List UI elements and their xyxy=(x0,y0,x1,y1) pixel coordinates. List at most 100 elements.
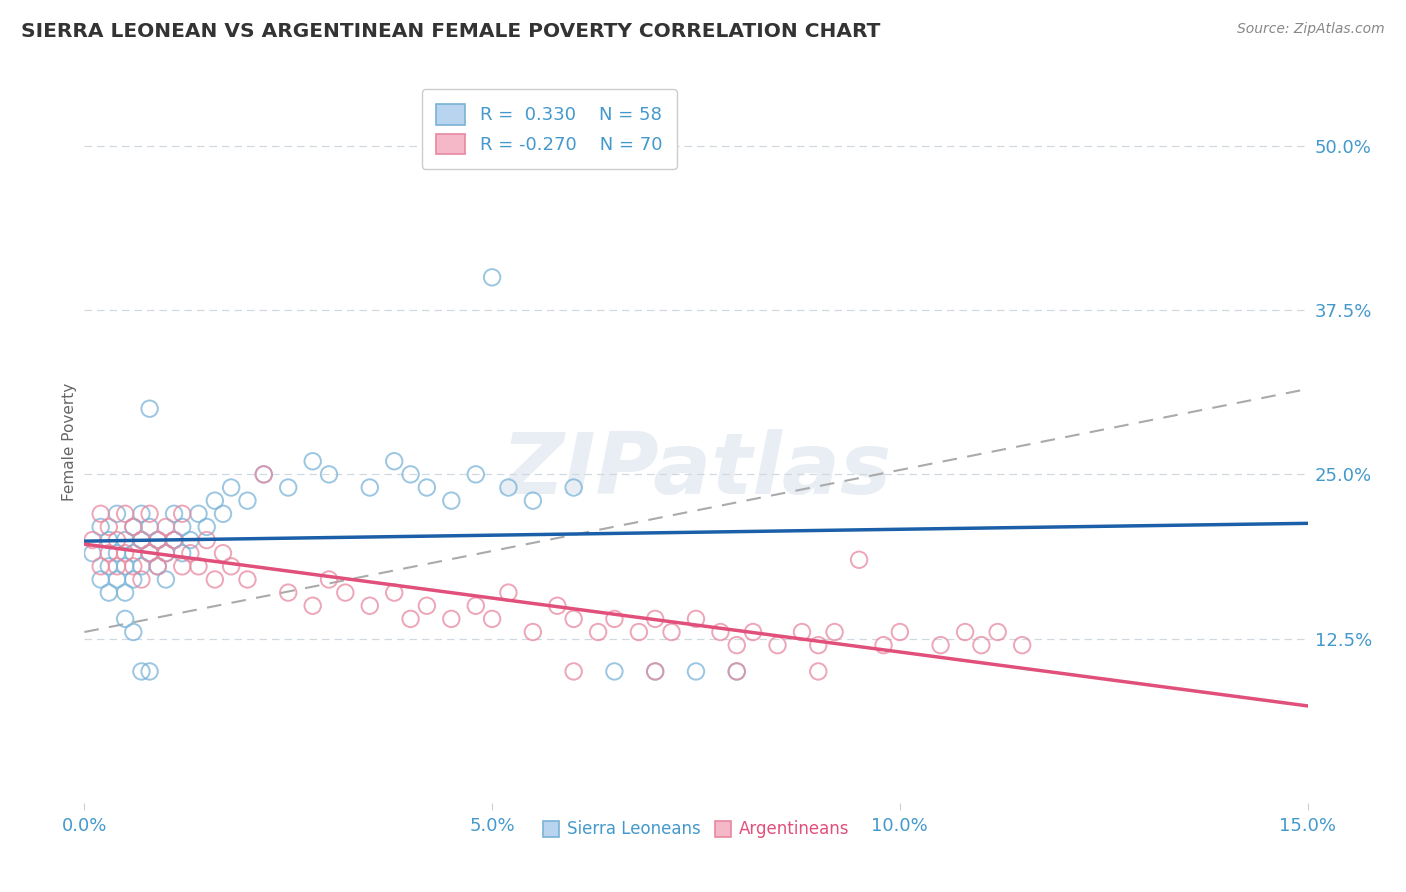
Point xyxy=(114,612,136,626)
Point xyxy=(824,625,846,640)
Point xyxy=(661,625,683,640)
Point xyxy=(131,665,153,679)
Point xyxy=(498,585,520,599)
Point xyxy=(163,533,186,547)
Point xyxy=(122,546,145,560)
Point xyxy=(105,573,128,587)
Point xyxy=(627,625,650,640)
Point xyxy=(742,625,765,640)
Point xyxy=(114,546,136,560)
Point xyxy=(464,599,486,613)
Point xyxy=(481,612,503,626)
Point xyxy=(146,559,169,574)
Point xyxy=(399,612,422,626)
Point xyxy=(464,467,486,482)
Point xyxy=(90,573,112,587)
Point xyxy=(685,665,707,679)
Point xyxy=(277,585,299,599)
Point xyxy=(301,599,323,613)
Point xyxy=(382,454,405,468)
Point xyxy=(131,533,153,547)
Point xyxy=(114,559,136,574)
Point xyxy=(987,625,1010,640)
Point xyxy=(359,599,381,613)
Point xyxy=(138,520,160,534)
Point xyxy=(644,665,666,679)
Point xyxy=(848,553,870,567)
Point xyxy=(122,520,145,534)
Point xyxy=(122,559,145,574)
Point xyxy=(90,559,112,574)
Point xyxy=(90,520,112,534)
Point xyxy=(146,559,169,574)
Point xyxy=(138,507,160,521)
Point xyxy=(644,612,666,626)
Point xyxy=(97,546,120,560)
Text: SIERRA LEONEAN VS ARGENTINEAN FEMALE POVERTY CORRELATION CHART: SIERRA LEONEAN VS ARGENTINEAN FEMALE POV… xyxy=(21,22,880,41)
Point xyxy=(155,573,177,587)
Point xyxy=(212,507,235,521)
Point xyxy=(114,507,136,521)
Point xyxy=(416,481,439,495)
Point xyxy=(481,270,503,285)
Point xyxy=(522,625,544,640)
Point xyxy=(155,546,177,560)
Point xyxy=(155,520,177,534)
Point xyxy=(318,573,340,587)
Point xyxy=(179,533,201,547)
Point xyxy=(498,481,520,495)
Point xyxy=(219,481,242,495)
Point xyxy=(163,507,186,521)
Point xyxy=(105,507,128,521)
Point xyxy=(1011,638,1033,652)
Point xyxy=(725,665,748,679)
Point xyxy=(163,533,186,547)
Point xyxy=(440,612,463,626)
Point xyxy=(212,546,235,560)
Point xyxy=(644,665,666,679)
Point xyxy=(603,612,626,626)
Point xyxy=(586,625,609,640)
Point xyxy=(204,573,226,587)
Point xyxy=(138,401,160,416)
Point xyxy=(318,467,340,482)
Legend: Sierra Leoneans, Argentineans: Sierra Leoneans, Argentineans xyxy=(536,814,856,845)
Point xyxy=(562,612,585,626)
Point xyxy=(90,507,112,521)
Point xyxy=(204,493,226,508)
Point xyxy=(105,533,128,547)
Point xyxy=(187,507,209,521)
Point xyxy=(236,493,259,508)
Point xyxy=(105,559,128,574)
Point xyxy=(114,533,136,547)
Point xyxy=(122,573,145,587)
Point xyxy=(562,481,585,495)
Point xyxy=(195,533,218,547)
Point xyxy=(219,559,242,574)
Point xyxy=(253,467,276,482)
Point xyxy=(522,493,544,508)
Point xyxy=(187,559,209,574)
Point xyxy=(953,625,976,640)
Point xyxy=(97,533,120,547)
Point xyxy=(766,638,789,652)
Point xyxy=(277,481,299,495)
Point xyxy=(97,559,120,574)
Y-axis label: Female Poverty: Female Poverty xyxy=(62,383,77,500)
Point xyxy=(122,520,145,534)
Point xyxy=(172,507,194,521)
Point xyxy=(195,520,218,534)
Point xyxy=(807,665,830,679)
Point xyxy=(416,599,439,613)
Point xyxy=(709,625,731,640)
Point xyxy=(82,546,104,560)
Point xyxy=(359,481,381,495)
Point xyxy=(114,585,136,599)
Point xyxy=(685,612,707,626)
Point xyxy=(172,546,194,560)
Point xyxy=(929,638,952,652)
Point xyxy=(335,585,357,599)
Point xyxy=(131,573,153,587)
Point xyxy=(97,520,120,534)
Point xyxy=(970,638,993,652)
